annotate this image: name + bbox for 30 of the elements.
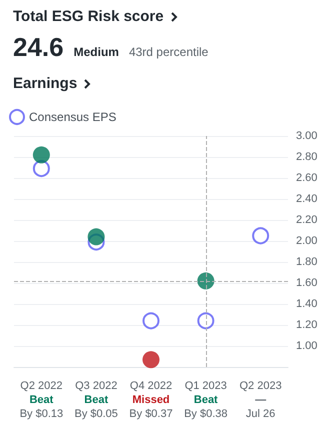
legend-label: Consensus EPS bbox=[29, 110, 116, 124]
text: Earnings bbox=[13, 75, 78, 92]
x-tick-label: Q2 2023 — Jul 26 bbox=[240, 380, 282, 420]
y-tick-label: 1.20 bbox=[296, 319, 318, 331]
point bbox=[142, 351, 160, 368]
x-tick-label: Q4 2022 Missed By $0.37 bbox=[129, 380, 173, 420]
y-tick-label: 2.60 bbox=[296, 172, 318, 184]
y-tick-label: 1.80 bbox=[296, 256, 318, 268]
point bbox=[142, 312, 160, 330]
point bbox=[197, 312, 214, 330]
point bbox=[88, 228, 105, 246]
y-tick-label: 1.40 bbox=[296, 298, 318, 310]
y-tick-label: 1.60 bbox=[296, 277, 318, 289]
point bbox=[252, 227, 270, 244]
point bbox=[32, 160, 50, 178]
x-tick-label: Q2 2022 Beat By $0.13 bbox=[20, 380, 64, 420]
x-tick-label: Q1 2023 Beat By $0.38 bbox=[184, 380, 228, 420]
y-tick-label: 3.00 bbox=[296, 130, 318, 142]
text: 24.6 bbox=[13, 32, 64, 62]
y-tick-label: 1.00 bbox=[296, 340, 318, 352]
y-tick-label: 2.20 bbox=[296, 214, 318, 226]
y-tick-label: 2.80 bbox=[296, 151, 318, 163]
chart-title: Total ESG Risk score bbox=[13, 8, 164, 25]
point bbox=[32, 146, 50, 164]
y-tick-label: 2.40 bbox=[296, 193, 318, 205]
x-tick-label: Q3 2022 Beat By $0.05 bbox=[74, 380, 118, 420]
y-tick-label: 2.00 bbox=[296, 235, 318, 247]
point bbox=[197, 272, 214, 290]
text: 43rd percentile bbox=[128, 45, 208, 59]
text: Medium bbox=[74, 45, 119, 59]
